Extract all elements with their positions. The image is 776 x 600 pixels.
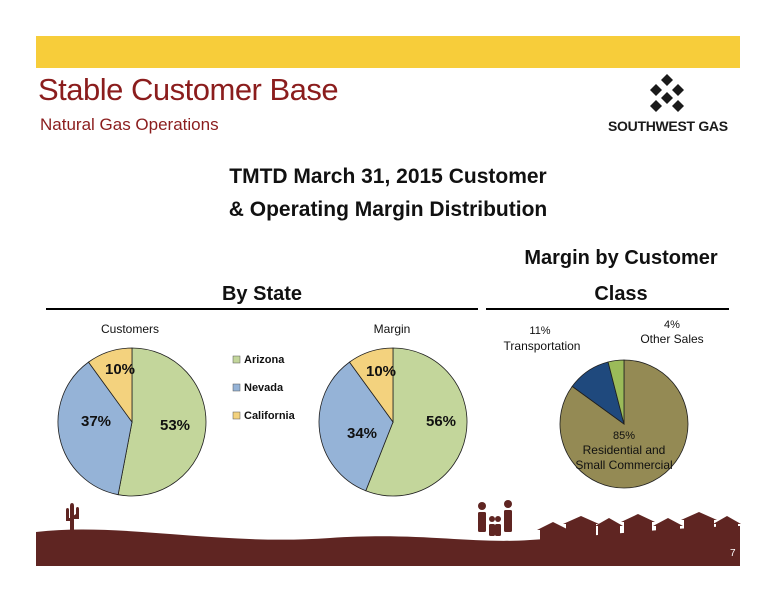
section-divider-by-state — [46, 308, 478, 310]
legend-label-arizona: Arizona — [244, 354, 285, 366]
pie-slice-other-sales — [607, 359, 625, 425]
main-title-line1: TMTD March 31, 2015 Customer — [229, 165, 547, 188]
data-label-other-sales-value: 4% — [664, 319, 680, 331]
data-label-residential-line1: Residential and — [583, 443, 666, 457]
pie-slice-california — [87, 347, 133, 424]
pie-slice-california — [348, 347, 394, 424]
section-by-state: By State — [221, 283, 303, 305]
pie-margin: Margin 56% 34% 10% — [318, 322, 468, 497]
data-label-arizona: 56% — [426, 413, 456, 430]
page-subtitle: Natural Gas Operations — [40, 115, 219, 134]
main-title-line2: & Operating Margin Distribution — [228, 198, 548, 221]
data-label-california: 10% — [105, 361, 135, 378]
pie-slice-arizona — [365, 347, 468, 497]
section-margin-by-class-line1: Margin by Customer — [524, 247, 718, 269]
data-label-transportation-value: 11% — [529, 325, 550, 337]
data-label-residential-value: 85% — [613, 430, 635, 442]
legend: Arizona Nevada California — [232, 354, 296, 422]
family-silhouette-icon — [478, 500, 512, 536]
houses-silhouette-icon — [537, 512, 741, 554]
footer-landscape — [36, 500, 741, 566]
page-number: 7 — [730, 548, 736, 559]
legend-label-california: California — [244, 410, 296, 422]
cactus-icon — [66, 503, 79, 532]
southwest-gas-logo-icon — [650, 74, 684, 112]
data-label-other-sales-name: Other Sales — [640, 332, 703, 346]
data-label-residential-line2: Small Commercial — [575, 458, 672, 472]
legend-swatch-arizona — [232, 355, 241, 364]
section-divider-margin-class — [486, 308, 729, 310]
header-band — [36, 36, 740, 68]
legend-label-nevada: Nevada — [244, 382, 284, 394]
data-label-transportation-name: Transportation — [504, 339, 581, 353]
footer-ground — [36, 526, 740, 566]
pie-slice-nevada — [318, 361, 394, 492]
legend-swatch-nevada — [232, 383, 241, 392]
data-label-arizona: 53% — [160, 417, 190, 434]
page-title: Stable Customer Base — [38, 72, 339, 107]
data-label-nevada: 34% — [347, 425, 377, 442]
pie-slice-nevada — [57, 361, 133, 496]
pie-slice-arizona — [117, 347, 207, 497]
pie-title-margin: Margin — [374, 322, 411, 336]
section-margin-by-class-line2: Class — [594, 283, 648, 305]
legend-swatch-california — [232, 411, 241, 420]
pie-title-customers: Customers — [101, 322, 159, 336]
pie-slice-residential-and-small-commercial — [559, 359, 689, 489]
logo-text: SOUTHWEST GAS — [608, 118, 728, 134]
data-label-nevada: 37% — [81, 413, 111, 430]
pie-customers: Customers 53% 37% 10% — [57, 322, 207, 497]
data-label-california: 10% — [366, 363, 396, 380]
